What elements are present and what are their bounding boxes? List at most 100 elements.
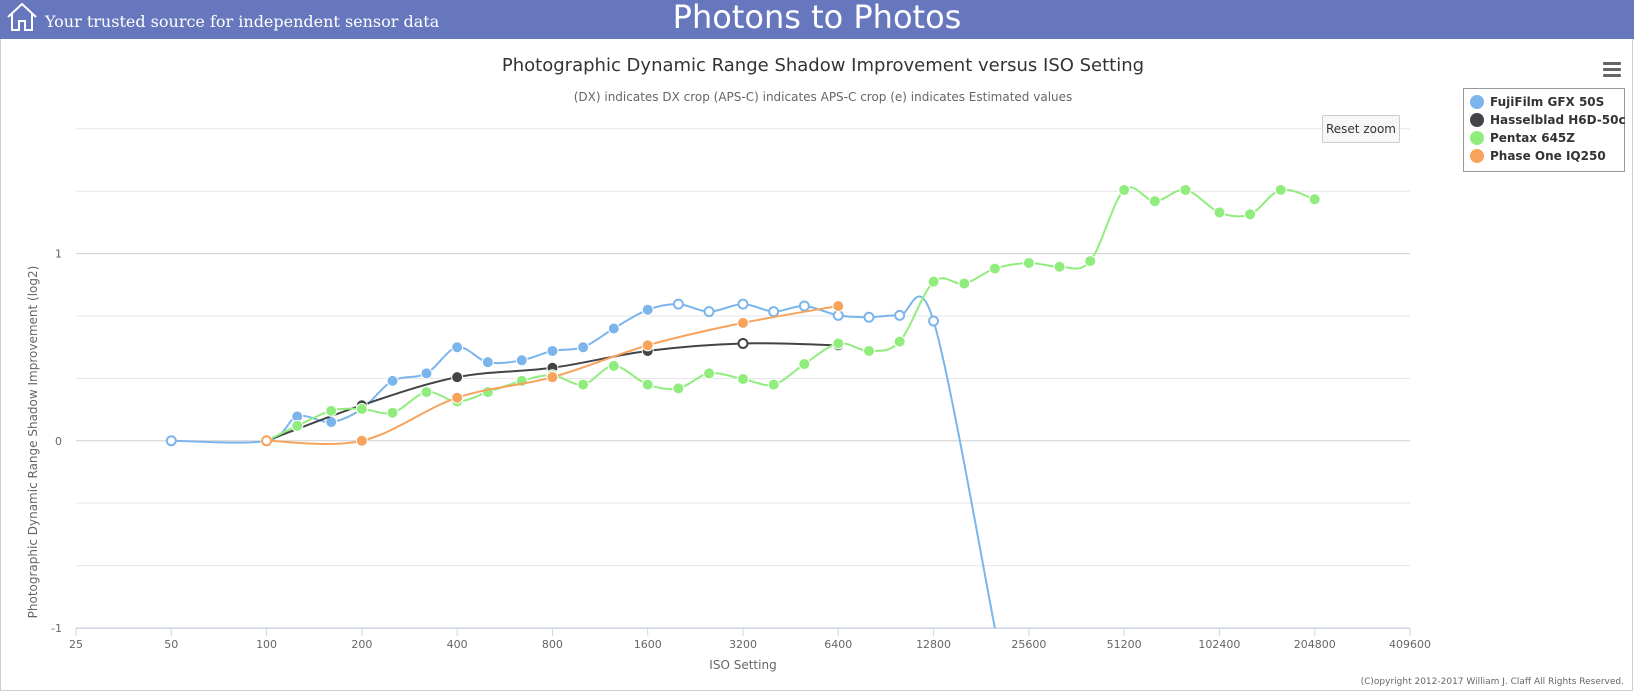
data-point-pentax-645z: [862, 344, 875, 357]
data-point-pentax-645z: [420, 386, 433, 399]
data-point-fujifilm-gfx-50s: [641, 303, 654, 316]
data-point-fujifilm-gfx-50s: [672, 298, 684, 310]
legend-label: FujiFilm GFX 50S: [1490, 95, 1605, 109]
data-point-pentax-645z: [1179, 183, 1192, 196]
site-tagline: Your trusted source for independent sens…: [45, 12, 440, 31]
x-tick-label: 100: [256, 638, 277, 651]
data-point-pentax-645z: [641, 378, 654, 391]
legend-label: Phase One IQ250: [1490, 149, 1606, 163]
data-point-fujifilm-gfx-50s: [863, 311, 875, 323]
data-point-pentax-645z: [355, 402, 368, 415]
legend-marker-icon: [1470, 131, 1484, 145]
data-point-phase-one-iq250: [261, 435, 273, 447]
data-point-fujifilm-gfx-50s: [703, 306, 715, 318]
data-point-fujifilm-gfx-50s: [768, 306, 780, 318]
x-tick-label: 6400: [824, 638, 852, 651]
data-point-pentax-645z: [832, 337, 845, 350]
data-point-fujifilm-gfx-50s: [515, 354, 528, 367]
x-tick-label: 51200: [1107, 638, 1142, 651]
legend-marker-icon: [1470, 149, 1484, 163]
y-tick-label: 1: [55, 248, 62, 261]
data-point-phase-one-iq250: [546, 371, 559, 384]
data-point-phase-one-iq250: [355, 434, 368, 447]
legend-label: Hasselblad H6D-50c: [1490, 113, 1626, 127]
legend-marker-icon: [1470, 95, 1484, 109]
data-point-fujifilm-gfx-50s: [386, 374, 399, 387]
data-point-pentax-645z: [577, 378, 590, 391]
legend-item[interactable]: Pentax 645Z: [1470, 129, 1618, 147]
data-point-pentax-645z: [1084, 255, 1097, 268]
legend-item[interactable]: Phase One IQ250: [1470, 147, 1618, 165]
data-point-pentax-645z: [737, 373, 749, 386]
data-point-fujifilm-gfx-50s: [798, 300, 810, 312]
legend-label: Pentax 645Z: [1490, 131, 1575, 145]
data-point-phase-one-iq250: [832, 300, 845, 313]
data-point-pentax-645z: [607, 359, 620, 372]
x-tick-label: 3200: [729, 638, 757, 651]
data-point-pentax-645z: [1274, 183, 1287, 196]
x-tick-label: 102400: [1198, 638, 1240, 651]
data-point-pentax-645z: [893, 335, 906, 348]
data-point-fujifilm-gfx-50s: [577, 341, 590, 354]
data-point-hasselblad-h6d-50c: [451, 371, 464, 384]
data-point-pentax-645z: [1053, 260, 1066, 273]
x-tick-label: 409600: [1389, 638, 1431, 651]
chart-container: [0, 39, 1633, 691]
legend-item[interactable]: Hasselblad H6D-50c: [1470, 111, 1626, 129]
data-point-phase-one-iq250: [451, 391, 464, 404]
data-point-pentax-645z: [1244, 208, 1257, 221]
data-point-hasselblad-h6d-50c: [737, 337, 749, 349]
data-point-pentax-645z: [325, 404, 338, 417]
data-point-fujifilm-gfx-50s: [420, 367, 433, 380]
x-tick-label: 800: [542, 638, 563, 651]
data-point-fujifilm-gfx-50s: [737, 298, 749, 310]
x-tick-label: 25: [69, 638, 83, 651]
legend-marker-icon: [1470, 113, 1484, 127]
x-tick-label: 204800: [1294, 638, 1336, 651]
data-point-pentax-645z: [927, 275, 940, 288]
hamburger-menu-icon[interactable]: [1603, 62, 1621, 78]
legend-item[interactable]: FujiFilm GFX 50S: [1470, 93, 1618, 111]
y-tick-label: -1: [51, 622, 62, 635]
data-point-fujifilm-gfx-50s: [451, 341, 464, 354]
x-tick-label: 25600: [1011, 638, 1046, 651]
data-point-phase-one-iq250: [641, 339, 654, 352]
series-line-hasselblad-h6d-50c: [266, 342, 839, 442]
site-banner: Your trusted source for independent sens…: [0, 0, 1634, 39]
data-point-fujifilm-gfx-50s: [928, 315, 940, 327]
chart-subtitle: (DX) indicates DX crop (APS-C) indicates…: [573, 90, 1073, 104]
data-point-pentax-645z: [798, 358, 811, 371]
x-axis-title: ISO Setting: [709, 658, 776, 672]
data-point-pentax-645z: [703, 367, 716, 380]
data-point-fujifilm-gfx-50s: [546, 344, 559, 357]
data-point-pentax-645z: [1148, 195, 1161, 208]
x-tick-label: 12800: [916, 638, 951, 651]
data-point-pentax-645z: [1308, 193, 1321, 206]
data-point-pentax-645z: [291, 419, 304, 432]
x-tick-label: 400: [447, 638, 468, 651]
x-tick-label: 50: [164, 638, 178, 651]
site-title[interactable]: Photons to Photos: [672, 0, 962, 36]
chart-title: Photographic Dynamic Range Shadow Improv…: [501, 55, 1145, 76]
data-point-fujifilm-gfx-50s: [165, 435, 177, 447]
data-point-fujifilm-gfx-50s: [607, 322, 620, 335]
series-line-pentax-645z: [266, 186, 1316, 442]
data-point-pentax-645z: [1213, 206, 1226, 219]
data-point-fujifilm-gfx-50s: [832, 309, 844, 321]
data-point-fujifilm-gfx-50s: [894, 309, 906, 321]
copyright-notice: (C)opyright 2012-2017 William J. Claff A…: [1360, 677, 1624, 687]
reset-zoom-button[interactable]: Reset zoom: [1322, 115, 1400, 143]
data-point-pentax-645z: [988, 262, 1001, 275]
data-point-pentax-645z: [958, 277, 971, 290]
y-axis-title: Photographic Dynamic Range Shadow Improv…: [26, 266, 40, 619]
data-point-phase-one-iq250: [737, 316, 749, 329]
data-point-pentax-645z: [767, 378, 780, 391]
data-point-pentax-645z: [1022, 256, 1035, 269]
x-tick-label: 1600: [634, 638, 662, 651]
data-point-pentax-645z: [386, 406, 399, 419]
data-point-fujifilm-gfx-50s: [481, 356, 494, 369]
home-icon[interactable]: [6, 2, 38, 32]
data-point-pentax-645z: [672, 382, 685, 395]
data-point-pentax-645z: [1118, 183, 1131, 196]
